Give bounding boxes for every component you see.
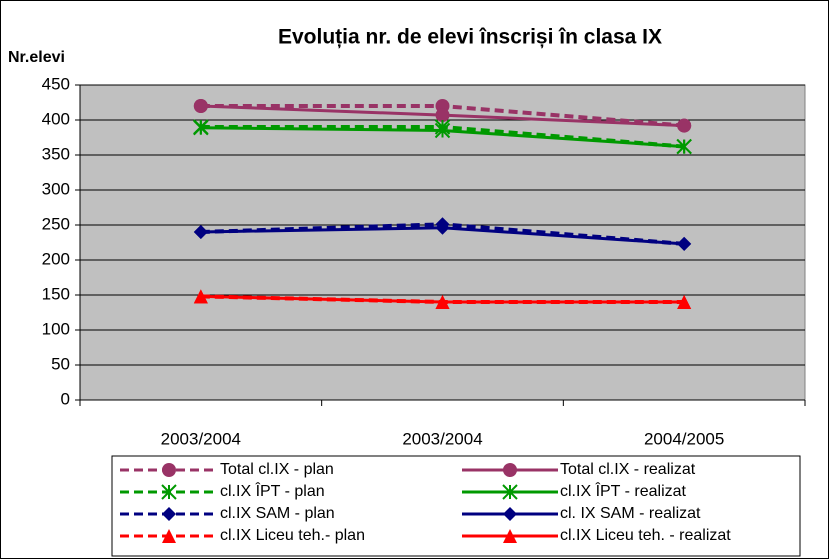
y-tick-label: 350 — [42, 144, 70, 163]
marker — [435, 108, 450, 123]
legend-label: Total cl.IX - plan — [220, 461, 334, 478]
y-tick-label: 450 — [42, 74, 70, 93]
y-tick-label: 200 — [42, 249, 70, 268]
y-axis-label: Nr.elevi — [8, 49, 65, 66]
legend-marker — [502, 484, 518, 500]
y-tick-label: 400 — [42, 109, 70, 128]
legend-label: cl.IX Liceu teh. - realizat — [560, 527, 731, 544]
legend-marker — [161, 484, 177, 500]
legend-label: cl.IX ÎPT - realizat — [560, 481, 687, 500]
legend-label: cl.IX Liceu teh.- plan — [220, 527, 365, 544]
y-tick-label: 300 — [42, 179, 70, 198]
marker — [435, 220, 450, 235]
legend-marker — [503, 529, 517, 543]
legend-marker — [503, 463, 517, 477]
x-tick-label: 2003/2004 — [161, 429, 241, 448]
marker — [193, 289, 208, 304]
legend-marker — [162, 529, 176, 543]
marker — [677, 236, 692, 251]
legend-marker — [162, 463, 176, 477]
marker — [193, 225, 208, 239]
x-tick-label: 2003/2004 — [402, 429, 482, 448]
y-tick-label: 150 — [42, 284, 70, 303]
y-tick-label: 100 — [42, 319, 70, 338]
x-tick-label: 2004/2005 — [644, 429, 724, 448]
legend-label: cl.IX SAM - plan — [220, 505, 335, 522]
legend-label: cl.IX ÎPT - plan — [220, 481, 325, 500]
marker — [435, 295, 450, 309]
chart-title: Evoluția nr. de elevi înscriși în clasa … — [278, 26, 662, 49]
legend-label: Total cl.IX - realizat — [560, 461, 696, 478]
marker — [434, 122, 451, 139]
marker — [677, 295, 692, 309]
marker — [193, 99, 208, 113]
marker — [676, 138, 692, 155]
legend-label: cl. IX SAM - realizat — [560, 505, 701, 522]
marker — [193, 119, 209, 136]
y-tick-label: 250 — [42, 214, 70, 233]
legend-marker — [503, 507, 517, 521]
legend-box — [111, 455, 801, 557]
y-tick-label: 50 — [51, 354, 70, 373]
legend-marker — [162, 507, 176, 521]
y-tick-label: 0 — [61, 389, 70, 408]
marker — [677, 118, 692, 133]
